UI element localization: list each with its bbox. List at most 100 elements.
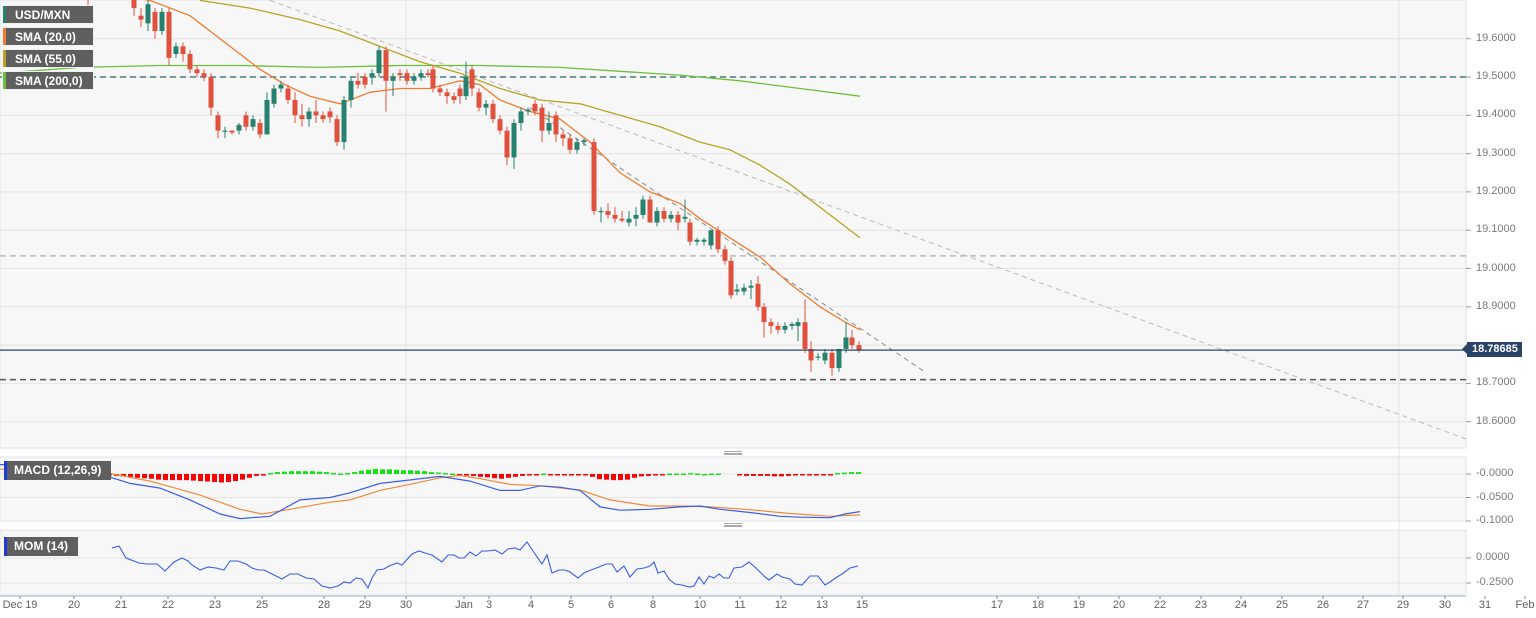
time-tick-label: 3 bbox=[485, 599, 493, 611]
macd-histogram-bar bbox=[604, 474, 609, 480]
candle-body bbox=[430, 69, 436, 89]
legend-item-sma20[interactable]: SMA (20,0) bbox=[2, 27, 94, 46]
candle-body bbox=[383, 50, 389, 81]
candle-body bbox=[789, 324, 795, 326]
macd-histogram-bar bbox=[331, 473, 336, 475]
candle-body bbox=[775, 325, 781, 330]
candle-body bbox=[701, 239, 707, 242]
trendline bbox=[529, 107, 926, 373]
macd-histogram-bar bbox=[541, 473, 546, 476]
candle-body bbox=[728, 260, 734, 296]
macd-histogram-bar bbox=[485, 474, 490, 478]
macd-tick-label: -0.0500 bbox=[1476, 490, 1514, 503]
legend-label: SMA (200,0) bbox=[15, 74, 83, 88]
candle-body bbox=[404, 73, 410, 81]
price-tick-label: 18.9000 bbox=[1476, 299, 1516, 312]
candle-body bbox=[376, 50, 382, 74]
candle-body bbox=[418, 73, 424, 77]
legend-item-sma55[interactable]: SMA (55,0) bbox=[2, 49, 94, 68]
macd-tick-label: -0.1000 bbox=[1476, 514, 1514, 526]
macd-histogram-bar bbox=[534, 474, 539, 476]
time-tick-label: 30 bbox=[1438, 599, 1452, 611]
candle-body bbox=[166, 11, 172, 58]
macd-indicator-label[interactable]: MACD (12,26,9) bbox=[4, 461, 112, 480]
macd-histogram-bar bbox=[737, 474, 742, 476]
macd-histogram-bar bbox=[436, 472, 441, 475]
panel-resize-handle-mom[interactable] bbox=[724, 523, 742, 527]
candle-body bbox=[654, 211, 660, 223]
candle-body bbox=[348, 80, 354, 100]
macd-histogram-bar bbox=[555, 474, 560, 476]
macd-histogram-bar bbox=[667, 473, 672, 476]
candle-body bbox=[341, 99, 347, 143]
mom-indicator-label[interactable]: MOM (14) bbox=[4, 537, 78, 556]
symbol-color-swatch bbox=[3, 6, 6, 23]
mom-color-swatch bbox=[4, 537, 7, 556]
time-tick-label: 4 bbox=[527, 599, 535, 611]
macd-histogram-bar bbox=[387, 469, 392, 474]
macd-histogram-bar bbox=[779, 474, 784, 477]
candle-body bbox=[159, 11, 165, 32]
candle-body bbox=[682, 216, 688, 219]
time-tick-label: 22 bbox=[1153, 599, 1167, 611]
candle-body bbox=[849, 337, 855, 346]
macd-histogram-bar bbox=[828, 474, 833, 476]
macd-histogram-bar bbox=[492, 474, 497, 479]
macd-histogram-bar bbox=[219, 474, 224, 483]
macd-histogram-bar bbox=[821, 474, 826, 476]
candle-body bbox=[451, 96, 457, 100]
macd-histogram-bar bbox=[177, 474, 182, 481]
candle-body bbox=[748, 285, 754, 288]
candle-body bbox=[675, 214, 681, 223]
sma200-line bbox=[0, 64, 861, 97]
macd-histogram-bar bbox=[408, 470, 413, 474]
candle-body bbox=[581, 140, 587, 143]
candle-body bbox=[257, 122, 263, 135]
candle-body bbox=[490, 103, 496, 120]
time-tick-label: 21 bbox=[114, 599, 128, 611]
time-tick-label: 19 bbox=[1072, 599, 1086, 611]
macd-histogram-bar bbox=[513, 474, 518, 477]
candle-body bbox=[243, 115, 249, 127]
macd-histogram-bar bbox=[282, 471, 287, 474]
macd-histogram-bar bbox=[632, 474, 637, 478]
macd-histogram-bar bbox=[184, 474, 189, 481]
panel-resize-handle-macd[interactable] bbox=[724, 451, 742, 455]
macd-histogram-bar bbox=[380, 469, 385, 474]
candle-body bbox=[553, 115, 559, 135]
time-tick-label: 25 bbox=[1275, 599, 1289, 611]
current-price-tag: 18.78685 bbox=[1462, 342, 1522, 357]
macd-histogram-bar bbox=[646, 474, 651, 476]
time-tick-label: 23 bbox=[1194, 599, 1208, 611]
macd-histogram-bar bbox=[422, 471, 427, 474]
candle-body bbox=[320, 115, 326, 120]
candle-body bbox=[647, 199, 653, 223]
time-tick-label: 29 bbox=[1396, 599, 1410, 611]
candle-body bbox=[369, 73, 375, 77]
candle-body bbox=[761, 306, 767, 323]
macd-histogram-bar bbox=[338, 473, 343, 476]
candle-body bbox=[687, 222, 693, 242]
legend-item-sma200[interactable]: SMA (200,0) bbox=[2, 71, 94, 90]
candle-body bbox=[734, 289, 740, 292]
macd-histogram-bar bbox=[611, 474, 616, 481]
macd-histogram-bar bbox=[212, 474, 217, 482]
time-tick-label: 15 bbox=[855, 599, 869, 611]
macd-histogram-bar bbox=[310, 471, 315, 474]
candle-body bbox=[264, 99, 270, 135]
candle-body bbox=[152, 11, 158, 32]
time-tick-label: 5 bbox=[567, 599, 575, 611]
macd-histogram-bar bbox=[702, 474, 707, 476]
candle-body bbox=[668, 214, 674, 219]
candle-body bbox=[411, 77, 417, 81]
macd-histogram-bar bbox=[751, 474, 756, 476]
macd-histogram-bar bbox=[156, 474, 161, 480]
candle-body bbox=[334, 119, 340, 143]
price-tick-label: 19.5000 bbox=[1476, 70, 1516, 82]
legend-item-symbol[interactable]: USD/MXN bbox=[2, 5, 94, 24]
candle-body bbox=[591, 142, 597, 212]
candle-body bbox=[194, 69, 200, 74]
time-tick-label: 12 bbox=[774, 599, 788, 611]
macd-histogram-bar bbox=[457, 474, 462, 476]
